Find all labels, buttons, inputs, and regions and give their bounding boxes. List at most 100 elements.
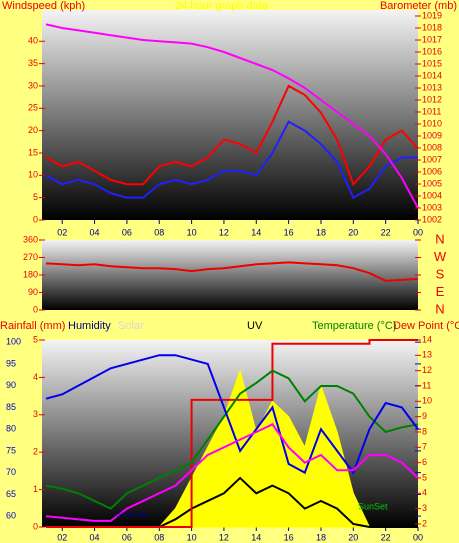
y3-tick-label: 5 — [33, 334, 38, 344]
y2-tick-label: 6 — [422, 457, 427, 467]
y-tick-label: 70 — [6, 467, 16, 477]
y-tick-label: 40 — [28, 36, 38, 46]
y-tick-label: 20 — [28, 125, 38, 135]
y2-tick-label: 1008 — [422, 142, 442, 152]
y-tick-label: 65 — [6, 489, 16, 499]
x-tick-label: 10 — [187, 227, 197, 237]
x-tick-label: 06 — [122, 227, 132, 237]
y2-tick-label: 5 — [422, 472, 427, 482]
y-tick-label: 10 — [28, 170, 38, 180]
y2-tick-label: 1011 — [422, 106, 441, 116]
line — [45, 261, 419, 282]
x-tick-label: 04 — [90, 227, 100, 237]
y2-tick-label: 12 — [422, 365, 432, 375]
y-tick-label: 30 — [28, 80, 38, 90]
y-tick-label: 0 — [33, 304, 38, 314]
y2-tick-label: 13 — [422, 350, 432, 360]
y2-tick-label: 14 — [422, 334, 432, 344]
y2-tick-label: 1005 — [422, 178, 442, 188]
y2-tick-label: W — [434, 249, 447, 264]
y2-tick-label: 1019 — [422, 10, 442, 20]
y2-tick-label: 8 — [422, 426, 427, 436]
y2-tick-label: N — [435, 301, 444, 316]
x-tick-label: 16 — [284, 227, 294, 237]
y2-tick-label: 1015 — [422, 58, 442, 68]
x-tick-label: 18 — [316, 227, 326, 237]
x-tick-label: 14 — [251, 227, 261, 237]
y-tick-label: 15 — [28, 147, 38, 157]
x-tick-label: 18 — [316, 532, 326, 542]
annotation: Sunrise — [116, 509, 147, 519]
y-tick-label: 85 — [6, 402, 16, 412]
y3-tick-label: 3 — [33, 409, 38, 419]
line — [45, 354, 419, 475]
x-tick-label: 20 — [348, 227, 358, 237]
y-tick-label: 60 — [6, 511, 16, 521]
x-tick-label: 20 — [348, 532, 358, 542]
series-label: Solar — [118, 320, 144, 332]
series-label: Humidity — [68, 320, 111, 332]
y3-tick-label: 4 — [33, 372, 38, 382]
line — [45, 23, 419, 209]
chart-title: 24 hour graph data — [175, 0, 269, 12]
x-tick-label: 16 — [284, 532, 294, 542]
y2-tick-label: 1014 — [422, 70, 442, 80]
direction-panel — [42, 240, 418, 310]
y3-tick-label: 1 — [33, 484, 38, 494]
y2-tick-label: 10 — [422, 396, 432, 406]
y2-tick-label: 2 — [422, 518, 427, 528]
y2-tick-label: 1010 — [422, 118, 442, 128]
barometer-label: Barometer (mb) — [380, 0, 457, 12]
y2-tick-label: 3 — [422, 503, 427, 513]
x-tick-label: 12 — [219, 227, 229, 237]
x-tick-label: 22 — [381, 227, 391, 237]
wind-panel — [42, 10, 418, 220]
line — [45, 84, 419, 187]
x-tick-label: 08 — [154, 532, 164, 542]
y2-tick-label: 1012 — [422, 94, 442, 104]
x-tick-label: 00 — [413, 532, 423, 542]
y2-tick-label: 1007 — [422, 154, 442, 164]
series-label: UV — [247, 320, 263, 332]
y-tick-label: 95 — [6, 358, 16, 368]
x-tick-label: 04 — [90, 532, 100, 542]
y-tick-label: 180 — [23, 269, 38, 279]
y-tick-label: 35 — [28, 58, 38, 68]
y2-tick-label: E — [436, 284, 445, 299]
y-tick-label: 5 — [33, 192, 38, 202]
y2-tick-label: 1013 — [422, 82, 442, 92]
y2-tick-label: 1017 — [422, 34, 442, 44]
y3-tick-label: 0 — [33, 521, 38, 531]
y2-tick-label: 1004 — [422, 190, 442, 200]
y-tick-label: 90 — [28, 287, 38, 297]
x-tick-label: 10 — [187, 532, 197, 542]
y2-tick-label: 1018 — [422, 22, 442, 32]
x-tick-label: 00 — [413, 227, 423, 237]
y-tick-label: 80 — [6, 424, 16, 434]
y2-tick-label: 7 — [422, 442, 427, 452]
line — [45, 120, 418, 200]
y2-tick-label: 1016 — [422, 46, 442, 56]
y2-tick-label: 9 — [422, 411, 427, 421]
y3-tick-label: 2 — [33, 447, 38, 457]
y-tick-label: 360 — [23, 234, 38, 244]
wind-label: Windspeed (kph) — [2, 0, 85, 12]
y-tick-label: 270 — [23, 252, 38, 262]
x-tick-label: 14 — [251, 532, 261, 542]
line — [46, 339, 418, 528]
x-tick-label: 12 — [219, 532, 229, 542]
y-tick-label: 25 — [28, 103, 38, 113]
line — [45, 423, 419, 522]
x-tick-label: 08 — [154, 227, 164, 237]
y-tick-label: 90 — [6, 380, 16, 390]
series-label: Rainfall (mm) — [0, 320, 65, 332]
series-label: Temperature (°C) — [312, 320, 396, 332]
line — [45, 369, 419, 510]
y2-tick-label: 1006 — [422, 166, 442, 176]
annotation: SunSet — [358, 501, 388, 511]
y2-tick-label: 1009 — [422, 130, 442, 140]
x-tick-label: 22 — [381, 532, 391, 542]
y2-tick-label: 4 — [422, 488, 427, 498]
y-tick-label: 0 — [33, 214, 38, 224]
